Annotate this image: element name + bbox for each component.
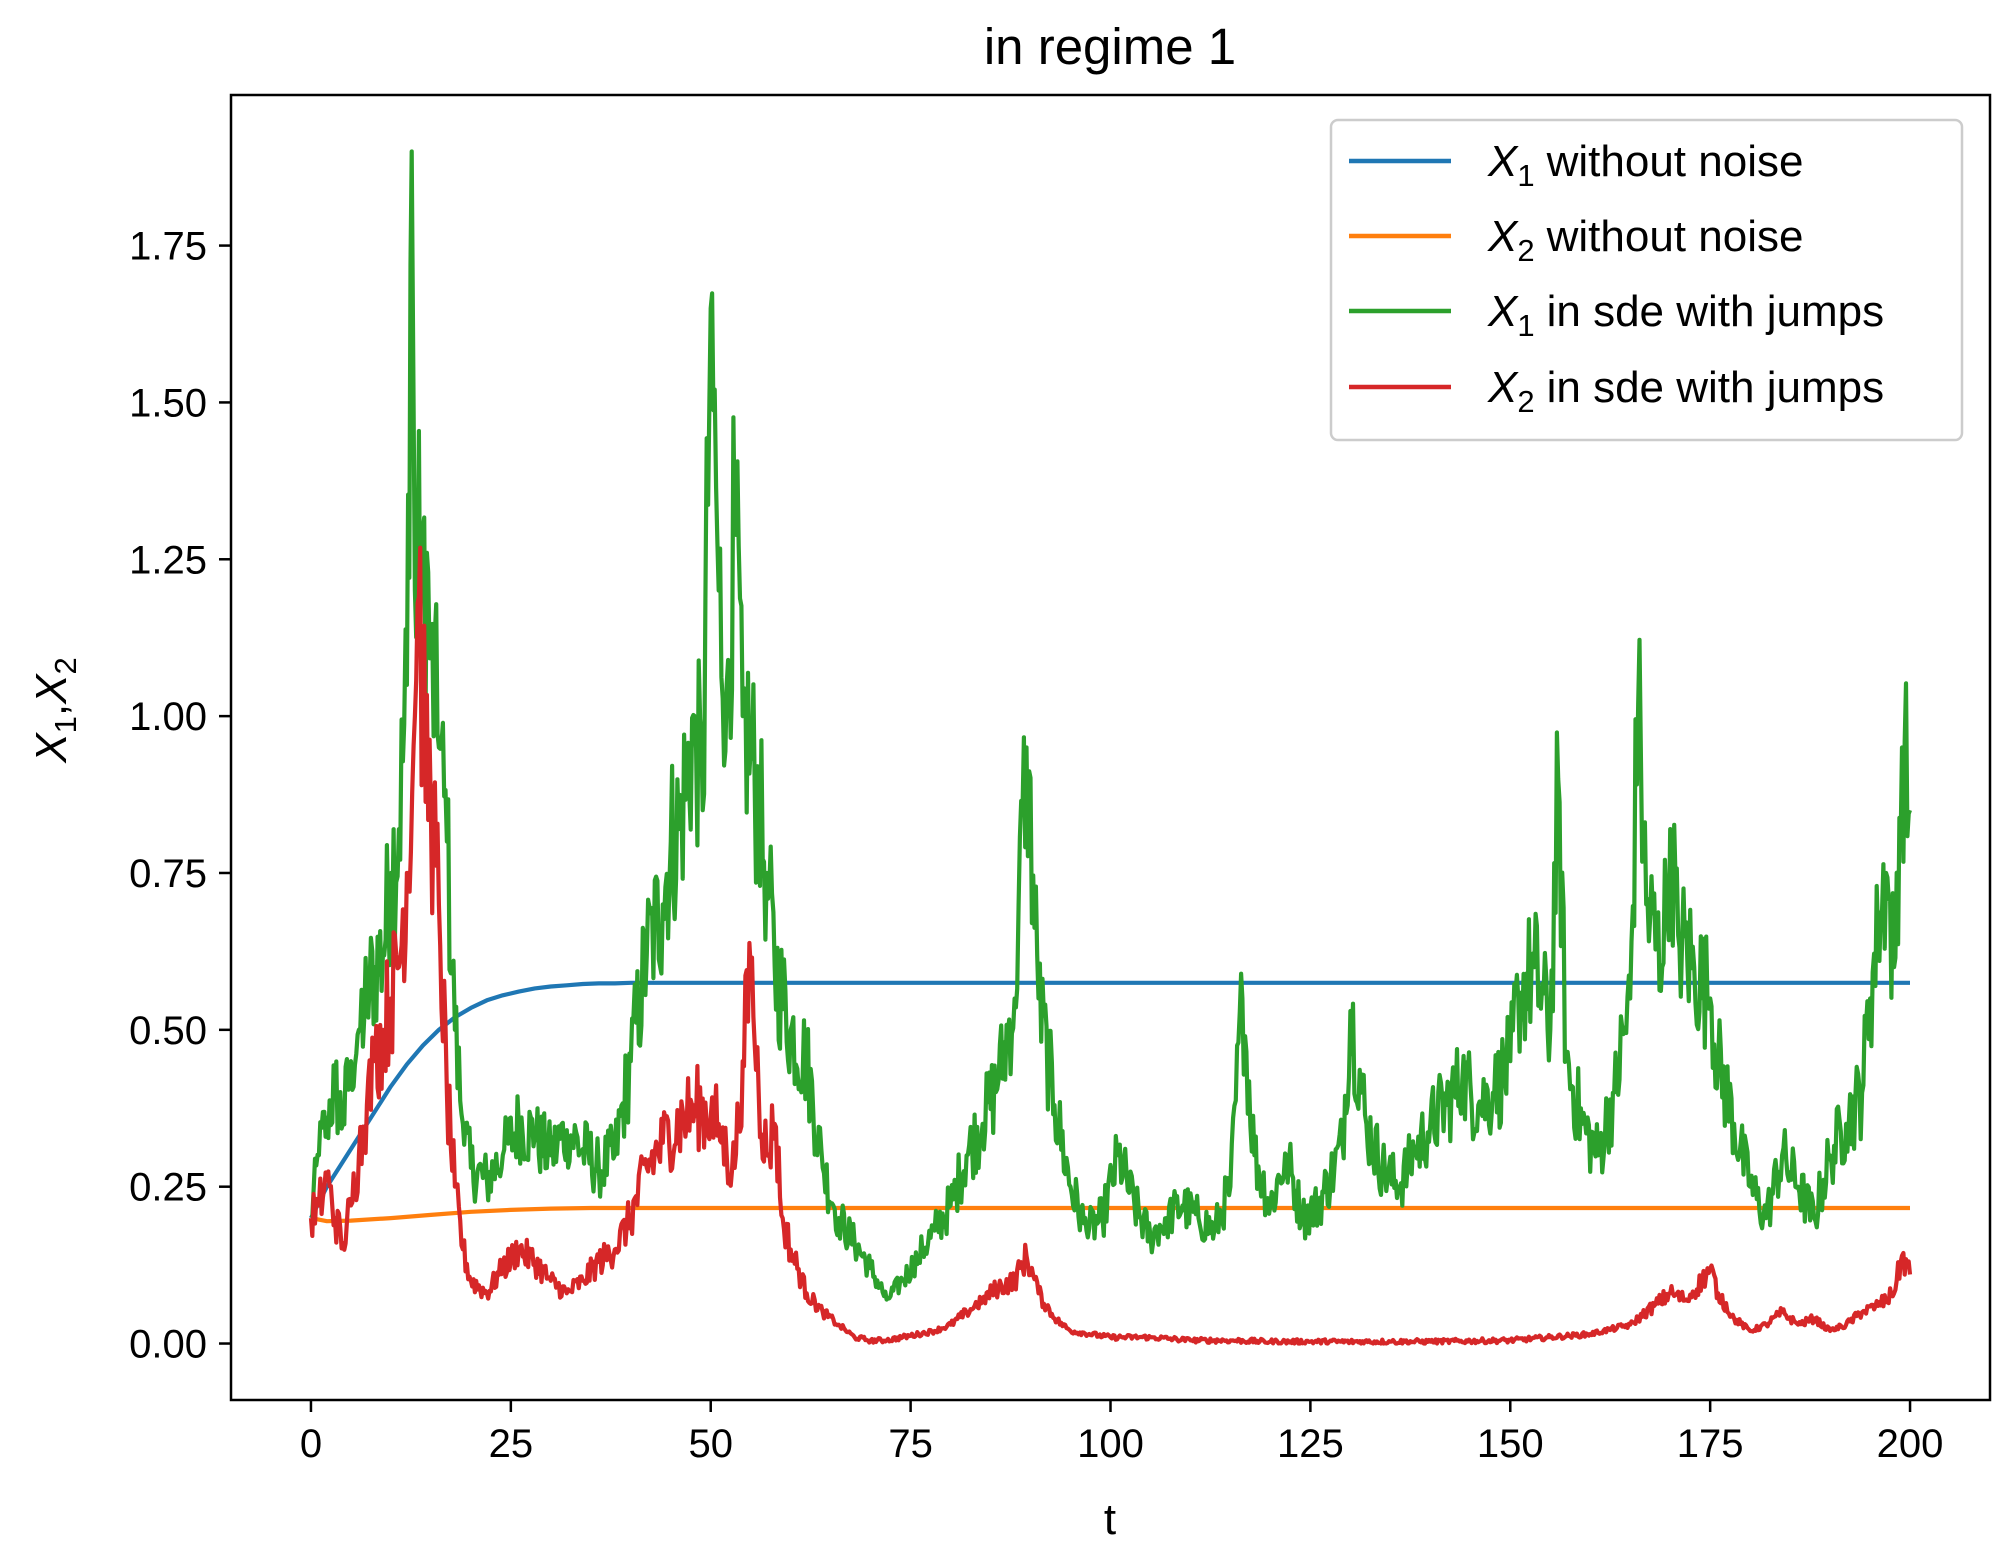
chart-title: in regime 1 bbox=[984, 18, 1236, 75]
x-tick-label: 150 bbox=[1477, 1422, 1544, 1466]
legend-item: X2 in sde with jumps bbox=[1349, 363, 1884, 419]
x-tick-label: 75 bbox=[888, 1422, 933, 1466]
x-tick-label: 100 bbox=[1077, 1422, 1144, 1466]
y-tick-label: 0.50 bbox=[129, 1009, 207, 1053]
legend: X1 without noise X2 without noise X1 in sde w… bbox=[1329, 118, 1964, 442]
y-axis-label: X1,X2 bbox=[27, 657, 83, 763]
x-tick-label: 50 bbox=[688, 1422, 733, 1466]
y-tick-label: 1.75 bbox=[129, 225, 207, 269]
legend-label: X1 in sde with jumps bbox=[1487, 287, 1884, 343]
legend-label: X2 in sde with jumps bbox=[1487, 363, 1884, 419]
legend-frame bbox=[1329, 118, 1964, 442]
series-line-2 bbox=[310, 1205, 1910, 1224]
y-tick-label: 0.25 bbox=[129, 1166, 207, 1210]
x-tick-label: 125 bbox=[1277, 1422, 1344, 1466]
y-tick-label: 0.00 bbox=[129, 1323, 207, 1367]
legend-item: X1 without noise bbox=[1349, 137, 1803, 193]
legend-label: X1 without noise bbox=[1487, 137, 1803, 193]
x-axis-label: t bbox=[1104, 1495, 1116, 1544]
legend-item: X2 without noise bbox=[1349, 212, 1803, 268]
x-tick-label: 0 bbox=[300, 1422, 322, 1466]
y-axis: 0.00 0.25 0.50 0.75 1.00 1.25 1.50 1.75 bbox=[129, 225, 231, 1367]
y-tick-label: 1.00 bbox=[129, 695, 207, 739]
x-tick-label: 25 bbox=[489, 1422, 534, 1466]
series-layer bbox=[308, 149, 1913, 1346]
legend-item: X1 in sde with jumps bbox=[1349, 287, 1884, 343]
x-axis: 0 25 50 75 100 125 150 175 200 bbox=[300, 1400, 1944, 1466]
x-tick-label: 175 bbox=[1677, 1422, 1744, 1466]
y-tick-label: 1.25 bbox=[129, 538, 207, 582]
x-tick-label: 200 bbox=[1877, 1422, 1944, 1466]
legend-label: X2 without noise bbox=[1487, 212, 1803, 268]
y-tick-label: 0.75 bbox=[129, 852, 207, 896]
series-line-3 bbox=[309, 149, 1912, 1302]
y-tick-label: 1.50 bbox=[129, 381, 207, 425]
series-line-4 bbox=[308, 545, 1913, 1346]
